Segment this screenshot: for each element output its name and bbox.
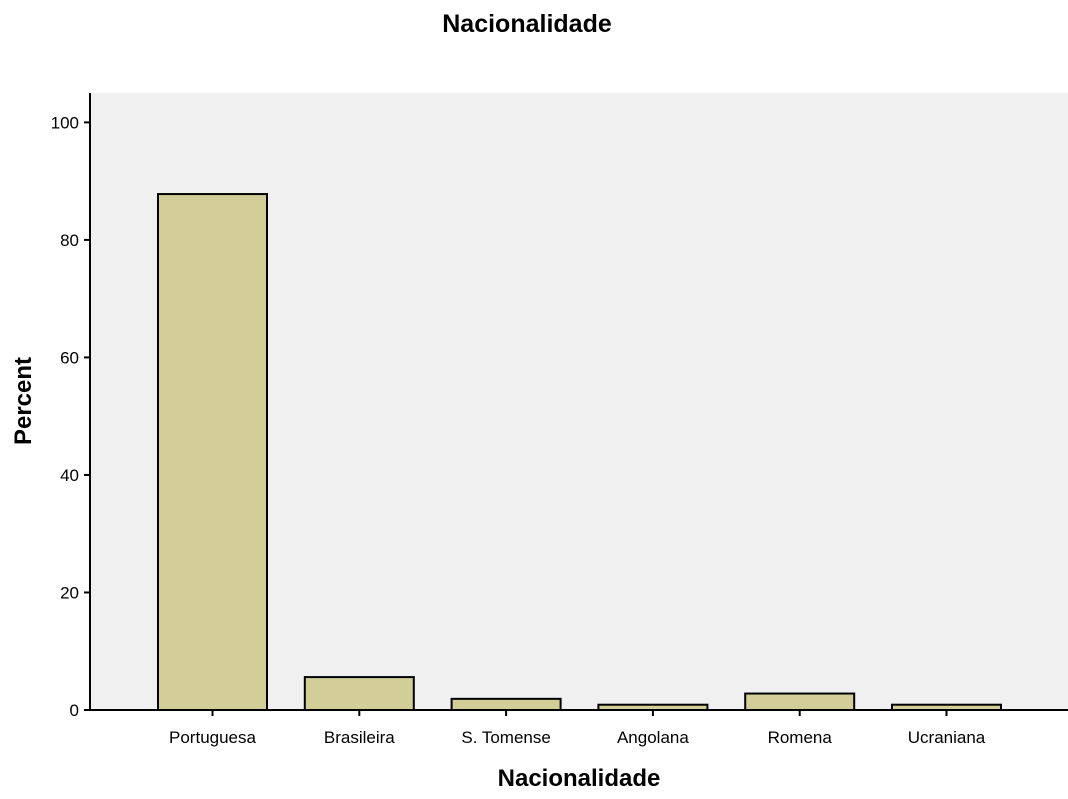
x-tick-label: Angolana — [617, 728, 689, 747]
bar-portuguesa — [157, 193, 268, 711]
x-tick-label: Brasileira — [324, 728, 395, 747]
bar-s-tomense — [450, 697, 562, 712]
y-tick-label: 0 — [70, 701, 79, 720]
y-tick-label: 20 — [60, 583, 79, 602]
y-tick-label: 100 — [51, 113, 79, 132]
x-axis-ticks: Portuguesa Brasileira S. Tomense Angolana Ro… — [169, 710, 986, 747]
y-axis-ticks: 0 20 40 60 80 100 — [51, 113, 90, 720]
x-tick-label: Portuguesa — [169, 728, 256, 747]
x-axis-title: Nacionalidade — [498, 765, 661, 792]
y-tick-label: 60 — [60, 348, 79, 367]
chart-title: Nacionalidade — [442, 10, 612, 38]
bar-brasileira — [303, 676, 415, 711]
x-tick-label: Romena — [768, 728, 833, 747]
y-axis-title: Percent — [10, 357, 37, 445]
bar-romena — [744, 692, 856, 712]
x-tick-label: S. Tomense — [461, 728, 550, 747]
y-tick-label: 80 — [60, 231, 79, 250]
bars — [157, 193, 1002, 712]
x-tick-label: Ucraniana — [908, 728, 986, 747]
y-tick-label: 40 — [60, 466, 79, 485]
